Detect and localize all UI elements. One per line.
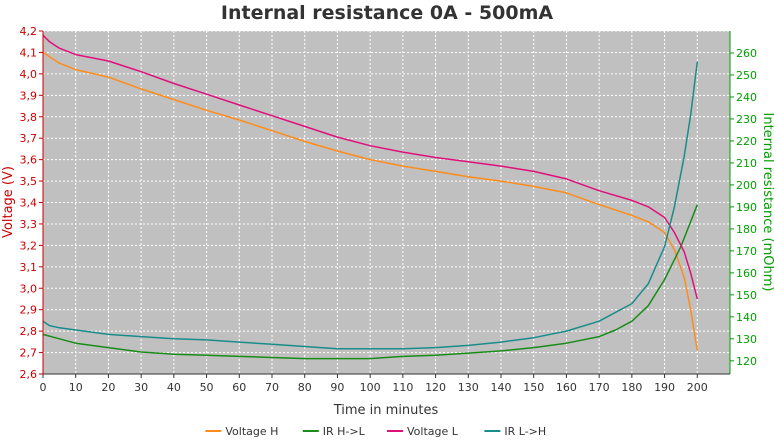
x-tick-label: 100 — [360, 381, 381, 394]
series-line-voltage-h — [42, 51, 699, 351]
y-right-tick-label: 210 — [736, 157, 757, 170]
axes: 0 10 20 30 40 50 60 70 80 90 100 110 120 130 140 150 160… — [20, 25, 758, 394]
y-left-tick-label: 3,4 — [20, 197, 38, 210]
y-left-tick-label: 2,6 — [20, 368, 38, 381]
plot-area — [43, 31, 730, 374]
y-left-tick-label: 3,0 — [20, 282, 38, 295]
y-right-tick-label: 190 — [736, 201, 757, 214]
x-tick-label: 20 — [101, 381, 115, 394]
x-tick-label: 200 — [687, 381, 708, 394]
y-right-tick-label: 200 — [736, 179, 757, 192]
series-line-ir-l-h — [42, 61, 699, 350]
y-left-tick-label: 2,7 — [20, 347, 38, 360]
y-right-tick-label: 220 — [736, 135, 757, 148]
y-left-tick-label: 4,0 — [20, 68, 38, 81]
legend-label-ir-l-h: IR L->H — [504, 425, 546, 438]
y-left-tick-label: 4,1 — [20, 46, 38, 59]
x-tick-label: 110 — [392, 381, 413, 394]
x-axis-label: Time in minutes — [333, 403, 439, 418]
y-right-tick-label: 230 — [736, 113, 757, 126]
chart-title: Internal resistance 0A - 500mA — [221, 2, 553, 24]
y-left-tick-label: 2,8 — [20, 325, 38, 338]
y-right-tick-label: 240 — [736, 91, 757, 104]
y-left-tick-label: 3,9 — [20, 89, 38, 102]
y-right-tick-label: 260 — [736, 47, 757, 60]
y-right-tick-label: 170 — [736, 245, 757, 258]
y-right-tick-label: 120 — [736, 355, 757, 368]
y-left-tick-label: 4,2 — [20, 25, 38, 38]
x-tick-label: 190 — [654, 381, 675, 394]
y-left-tick-label: 3,7 — [20, 132, 38, 145]
series-layer — [42, 34, 699, 360]
x-tick-label: 30 — [134, 381, 148, 394]
x-tick-label: 80 — [298, 381, 312, 394]
y-right-tick-label: 130 — [736, 333, 757, 346]
x-tick-label: 130 — [458, 381, 479, 394]
x-tick-label: 120 — [425, 381, 446, 394]
y-right-tick-label: 150 — [736, 289, 757, 302]
y-right-tick-label: 160 — [736, 267, 757, 280]
x-tick-label: 150 — [523, 381, 544, 394]
legend-label-voltage-l: Voltage L — [407, 425, 459, 438]
y-left-tick-label: 3,1 — [20, 261, 38, 274]
y-left-tick-label: 3,3 — [20, 218, 38, 231]
x-tick-label: 170 — [589, 381, 610, 394]
x-tick-label: 10 — [69, 381, 83, 394]
y-left-tick-label: 3,8 — [20, 111, 38, 124]
y-left-tick-label: 2,9 — [20, 304, 38, 317]
series-line-voltage-l — [42, 34, 699, 300]
y-right-tick-label: 180 — [736, 223, 757, 236]
series-line-ir-h-l — [42, 204, 698, 360]
x-tick-label: 60 — [232, 381, 246, 394]
x-tick-label: 50 — [200, 381, 214, 394]
y-left-tick-label: 3,2 — [20, 239, 38, 252]
x-tick-label: 90 — [330, 381, 344, 394]
y-right-axis-label: Internal resistance (mOhm) — [760, 113, 774, 292]
x-tick-label: 0 — [40, 381, 47, 394]
x-tick-label: 140 — [491, 381, 512, 394]
grid-lines — [42, 30, 730, 375]
y-left-axis-label: Voltage (V) — [1, 166, 16, 238]
legend: Voltage H IR H->L Voltage L IR L->H — [205, 425, 546, 438]
y-right-tick-label: 250 — [736, 69, 757, 82]
legend-label-ir-h-l: IR H->L — [323, 425, 366, 438]
y-left-tick-label: 3,5 — [20, 175, 38, 188]
y-right-tick-label: 140 — [736, 311, 757, 324]
x-tick-label: 180 — [621, 381, 642, 394]
x-tick-label: 40 — [167, 381, 181, 394]
legend-label-voltage-h: Voltage H — [225, 425, 278, 438]
y-left-tick-label: 3,6 — [20, 154, 38, 167]
x-tick-label: 70 — [265, 381, 279, 394]
x-tick-label: 160 — [556, 381, 577, 394]
